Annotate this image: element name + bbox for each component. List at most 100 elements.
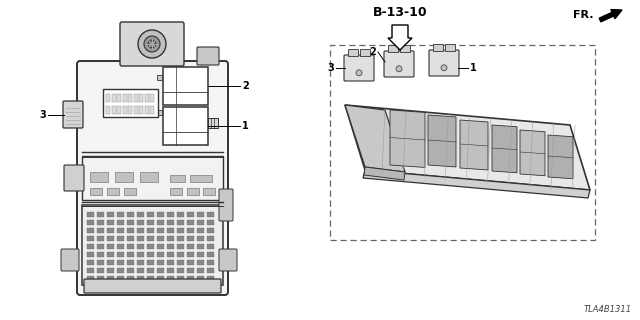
FancyBboxPatch shape xyxy=(77,61,228,295)
Bar xyxy=(170,175,185,182)
Bar xyxy=(111,106,115,114)
Bar xyxy=(127,228,134,233)
Bar xyxy=(187,268,194,273)
Bar xyxy=(203,188,215,195)
Polygon shape xyxy=(460,120,488,170)
Polygon shape xyxy=(363,170,590,198)
Bar xyxy=(127,260,134,265)
Bar xyxy=(147,236,154,241)
FancyBboxPatch shape xyxy=(197,47,219,65)
Bar xyxy=(117,260,124,265)
Bar xyxy=(87,244,94,249)
Bar xyxy=(117,106,121,114)
Bar xyxy=(147,268,154,273)
Bar xyxy=(167,252,174,257)
Bar xyxy=(197,236,204,241)
Bar xyxy=(157,244,164,249)
Bar xyxy=(106,106,110,114)
Bar xyxy=(147,212,154,217)
Bar xyxy=(117,268,124,273)
Bar xyxy=(147,220,154,225)
Bar xyxy=(115,172,133,182)
Bar xyxy=(107,188,119,195)
Bar xyxy=(127,220,134,225)
Bar xyxy=(82,156,223,200)
Bar xyxy=(207,212,214,217)
Bar xyxy=(117,252,124,257)
Bar xyxy=(137,220,144,225)
Bar xyxy=(157,276,164,281)
Bar xyxy=(97,268,104,273)
Text: 3: 3 xyxy=(327,63,334,73)
Bar xyxy=(122,94,127,102)
Bar xyxy=(117,244,124,249)
Bar xyxy=(107,228,114,233)
Text: TLA4B1311: TLA4B1311 xyxy=(584,305,632,314)
Bar xyxy=(177,212,184,217)
Circle shape xyxy=(148,40,156,48)
Bar xyxy=(187,212,194,217)
Bar xyxy=(157,220,164,225)
Bar xyxy=(150,94,154,102)
Bar xyxy=(117,228,124,233)
Bar xyxy=(117,236,124,241)
Bar xyxy=(167,212,174,217)
FancyBboxPatch shape xyxy=(219,249,237,271)
FancyBboxPatch shape xyxy=(384,51,414,77)
Text: FR.: FR. xyxy=(573,10,593,20)
Bar xyxy=(127,276,134,281)
Polygon shape xyxy=(345,105,590,190)
Text: 2: 2 xyxy=(242,81,249,91)
Bar xyxy=(167,236,174,241)
Bar xyxy=(197,212,204,217)
Bar xyxy=(388,45,397,52)
FancyBboxPatch shape xyxy=(84,279,221,293)
Bar xyxy=(117,276,124,281)
Bar xyxy=(87,212,94,217)
FancyBboxPatch shape xyxy=(61,249,79,271)
Bar xyxy=(187,276,194,281)
FancyBboxPatch shape xyxy=(344,55,374,81)
Bar xyxy=(167,220,174,225)
Bar xyxy=(207,260,214,265)
Bar xyxy=(187,188,199,195)
Bar xyxy=(177,228,184,233)
Bar xyxy=(157,228,164,233)
Bar xyxy=(87,252,94,257)
Polygon shape xyxy=(345,105,405,172)
Bar xyxy=(177,244,184,249)
Bar xyxy=(128,106,132,114)
Bar xyxy=(177,220,184,225)
Bar xyxy=(117,94,121,102)
Bar xyxy=(177,268,184,273)
Bar xyxy=(147,276,154,281)
Bar xyxy=(177,252,184,257)
Bar xyxy=(197,260,204,265)
Bar xyxy=(207,276,214,281)
Bar xyxy=(137,244,144,249)
Bar xyxy=(107,276,114,281)
Bar xyxy=(167,276,174,281)
Bar xyxy=(207,268,214,273)
Bar xyxy=(134,106,138,114)
Bar xyxy=(103,89,158,117)
Bar xyxy=(207,228,214,233)
Bar xyxy=(117,212,124,217)
Bar xyxy=(139,106,143,114)
Bar xyxy=(157,252,164,257)
Bar xyxy=(197,268,204,273)
Bar xyxy=(167,260,174,265)
Bar xyxy=(127,268,134,273)
Bar xyxy=(157,268,164,273)
Polygon shape xyxy=(364,167,405,180)
Bar xyxy=(167,268,174,273)
Bar xyxy=(177,236,184,241)
Bar xyxy=(87,276,94,281)
Bar xyxy=(147,244,154,249)
Bar xyxy=(187,260,194,265)
Bar xyxy=(401,45,410,52)
Bar xyxy=(82,205,223,285)
Bar xyxy=(145,106,148,114)
Polygon shape xyxy=(492,125,517,173)
Bar xyxy=(107,244,114,249)
